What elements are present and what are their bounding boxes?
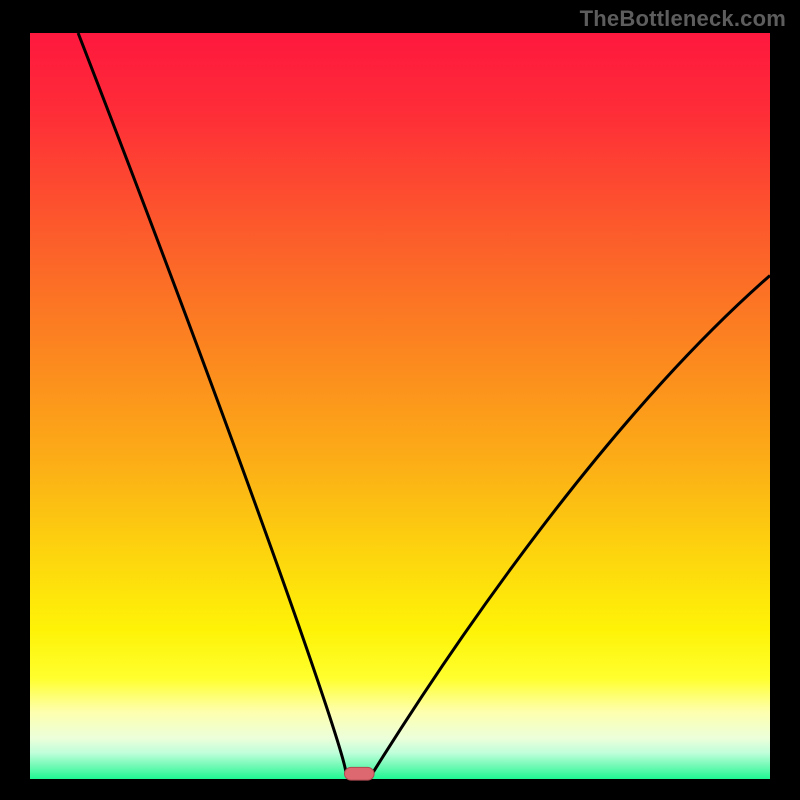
chart-container: TheBottleneck.com xyxy=(0,0,800,800)
plot-area xyxy=(30,33,770,779)
watermark-text: TheBottleneck.com xyxy=(580,6,786,32)
bottleneck-chart xyxy=(0,0,800,800)
optimal-marker xyxy=(345,767,375,780)
